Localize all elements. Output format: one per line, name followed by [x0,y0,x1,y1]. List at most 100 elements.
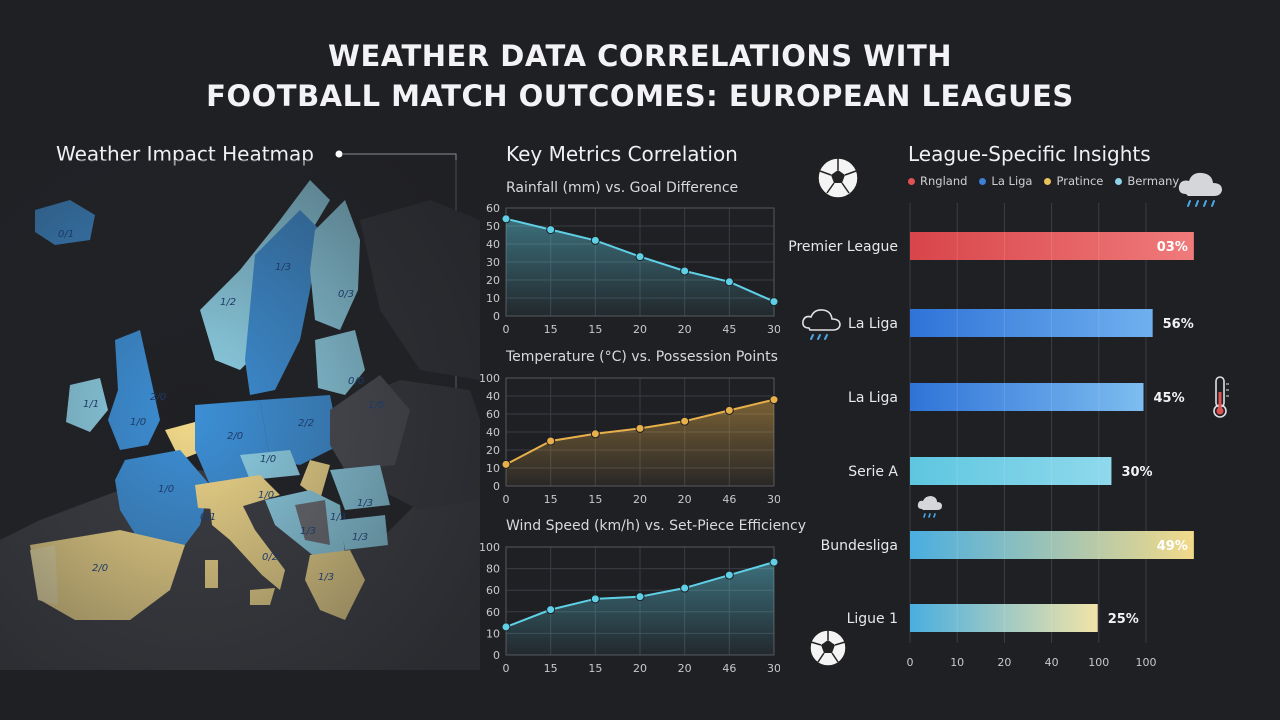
bar [910,457,1112,485]
x-tick-label: 20 [678,493,692,506]
chart-2-title: Temperature (°C) vs. Possession Points [506,349,778,365]
wind-line-chart: 0 10 60 60 80 100 0 15 15 20 20 46 30 [480,541,780,675]
data-point [724,277,734,287]
legend-label: Pratince [1056,174,1104,188]
series-area [506,562,774,655]
map-region-label: 2/0 [92,563,108,574]
y-tick-label: 30 [486,256,500,269]
x-tick-label: 15 [544,662,558,675]
map-region-label: 2/0 [150,392,166,403]
data-point [546,225,556,235]
x-tick-label: 0 [503,493,510,506]
data-point [590,235,600,245]
map-region-label: 1/3 [318,572,334,583]
data-point [501,459,511,469]
y-tick-label: 40 [486,238,500,251]
data-point [724,570,734,580]
y-tick-label: 100 [480,372,500,385]
data-point [724,405,734,415]
x-tick-label: 30 [767,662,780,675]
map-region-label: 1/3 [352,532,368,543]
data-point [769,297,779,307]
data-point [590,429,600,439]
map-region-label: 2/0 [227,431,243,442]
chart-3-title: Wind Speed (km/h) vs. Set-Piece Efficien… [506,518,807,534]
data-point [635,423,645,433]
y-tick-label: 60 [486,408,500,421]
legend-label: La Liga [991,174,1033,188]
x-tick-label: 15 [588,493,602,506]
map-region-label: 1/3 [357,498,373,509]
data-point [635,592,645,602]
map-region-label: 1/1 [83,399,99,410]
legend-label: Bermany [1127,174,1180,188]
data-point [680,583,690,593]
data-point [680,416,690,426]
y-tick-label: 0 [493,310,500,323]
league-title: League-Specific Insights [908,142,1151,166]
map-region-label: 0/1 [58,229,74,240]
y-tick-label: 10 [486,292,500,305]
x-tick-label: 100 [1136,656,1157,669]
legend-entry: La Liga [979,174,1032,188]
category-label: Ligue 1 [847,611,898,627]
map-region-label: 1/0 [260,454,276,465]
soccer-ball-icon [809,629,847,667]
bar-value-label: 56% [1163,317,1194,332]
series-area [506,399,774,486]
data-point [680,266,690,276]
map-region-label: 1/3 [275,262,291,273]
x-tick-label: 0 [503,662,510,675]
map-region-label: 1/0 [158,484,174,495]
bar [910,383,1144,411]
bar [910,309,1153,337]
y-tick-label: 0 [493,480,500,493]
data-point [769,395,779,405]
x-tick-label: 15 [588,662,602,675]
rainfall-line-chart: 0 10 20 30 40 50 60 0 15 15 20 20 45 30 [486,202,780,336]
x-tick-label: 20 [633,493,647,506]
category-label: Serie A [848,464,898,480]
category-label: La Liga [848,390,898,406]
x-tick-label: 20 [678,323,692,336]
map-region-label: 1/0 [368,400,384,411]
y-tick-label: 60 [486,606,500,619]
y-tick-label: 80 [486,563,500,576]
legend-swatch [908,177,915,185]
metrics-title: Key Metrics Correlation [506,142,738,166]
x-tick-label: 30 [767,323,780,336]
bar [910,232,1194,260]
y-tick-label: 10 [486,462,500,475]
category-label: La Liga [848,316,898,332]
bar-inner-label: 03% [1157,240,1188,255]
map-region-label: 0/0 [348,376,364,387]
temperature-line-chart: 0 10 20 40 60 40 100 0 15 15 20 20 46 30 [480,372,780,506]
y-tick-label: 50 [486,220,500,233]
x-tick-label: 0 [907,656,914,669]
y-tick-label: 20 [486,274,500,287]
x-tick-label: 15 [544,493,558,506]
europe-heatmap: 0/1 1/0 1/3 0/3 1/2 2/0 2/2 1/1 0/0 2/0 1/0 1/0 1/3 1… [0,160,480,670]
series-area [506,218,774,316]
rain-cloud-icon [917,496,942,518]
legend-swatch [979,177,987,185]
legend-entry: Bermany [1115,174,1179,188]
legend-entry: Pratince [1044,174,1103,188]
map-region-label: 1/0 [258,490,274,501]
thermometer-icon [1213,376,1229,418]
x-tick-label: 20 [633,323,647,336]
x-tick-label: 20 [997,656,1011,669]
legend-swatch [1115,177,1123,185]
y-tick-label: 10 [486,627,500,640]
bar-value-label: 45% [1153,391,1184,406]
y-tick-label: 60 [486,202,500,215]
y-tick-label: 40 [486,390,500,403]
page-title: WEATHER DATA CORRELATIONS WITH FOOTBALL … [0,36,1280,116]
x-tick-label: 20 [633,662,647,675]
map-region-label: 0/1 [200,512,216,523]
league-bar-chart: 0 10 20 40 100 100 Premier League 03% 30% La Liga… [788,203,1194,669]
y-tick-label: 40 [486,426,500,439]
data-point [590,594,600,604]
bar [910,531,1194,559]
data-point [546,605,556,615]
